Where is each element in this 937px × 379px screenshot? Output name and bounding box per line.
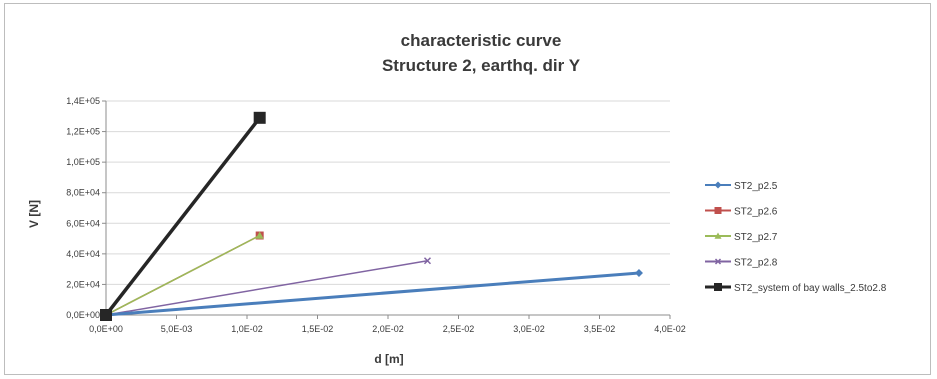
y-tick-label: 6,0E+04 xyxy=(66,218,100,228)
series-group xyxy=(100,111,643,321)
data-point xyxy=(714,181,722,189)
series-line xyxy=(105,271,640,317)
chart-title: characteristic curve xyxy=(401,31,562,50)
y-tick-label: 1,4E+05 xyxy=(66,96,100,106)
x-tick-label: 1,0E-02 xyxy=(231,324,263,334)
legend-label: ST2_p2.7 xyxy=(734,232,778,243)
series-ST2_p2.5 xyxy=(102,268,643,319)
data-point-stroke xyxy=(423,257,432,265)
data-point xyxy=(255,231,264,239)
x-axis-title: d [m] xyxy=(374,352,403,366)
data-point xyxy=(714,258,722,265)
x-tick-label: 5,0E-03 xyxy=(161,324,193,334)
x-tick-label: 4,0E-02 xyxy=(654,324,686,334)
chart-area: characteristic curve Structure 2, earthq… xyxy=(4,3,931,375)
legend-label: ST2_p2.5 xyxy=(734,181,778,192)
legend-item: ST2_p2.6 xyxy=(705,207,778,218)
x-tick-label: 3,5E-02 xyxy=(584,324,616,334)
legend: ST2_p2.5 ST2_p2.6 ST2_p2.7 ST2_p2.8 ST2_syst… xyxy=(705,181,887,294)
y-tick-label: 2,0E+04 xyxy=(66,279,100,289)
y-tick-labels: 0,0E+00 2,0E+04 4,0E+04 6,0E+04 8,0E+04 1,0E+… xyxy=(66,96,100,320)
legend-item: ST2_system of bay walls_2.5to2.8 xyxy=(705,283,887,294)
series-line xyxy=(104,116,262,317)
data-point xyxy=(423,257,432,265)
x-tick-label: 2,0E-02 xyxy=(372,324,404,334)
y-axis-title: V [N] xyxy=(27,200,41,228)
data-point xyxy=(714,283,722,291)
legend-item: ST2_p2.8 xyxy=(705,258,778,269)
data-point xyxy=(634,268,643,277)
x-tick-labels: 0,0E+00 5,0E-03 1,0E-02 1,5E-02 2,0E-02 2,5E-… xyxy=(89,324,686,334)
legend-item: ST2_p2.7 xyxy=(705,232,778,243)
x-tick-label: 2,5E-02 xyxy=(443,324,475,334)
legend-label: ST2_p2.8 xyxy=(734,258,778,269)
axes xyxy=(102,100,671,319)
series-ST2_p2.8 xyxy=(102,257,432,319)
data-point xyxy=(253,111,266,124)
y-tick-label: 8,0E+04 xyxy=(66,188,100,198)
series-line xyxy=(105,259,428,316)
data-point xyxy=(714,207,722,214)
data-point-stroke xyxy=(714,258,722,265)
legend-label: ST2_system of bay walls_2.5to2.8 xyxy=(734,283,887,294)
y-tick-label: 0,0E+00 xyxy=(66,310,100,320)
chart-subtitle: Structure 2, earthq. dir Y xyxy=(382,56,581,75)
y-tick-label: 1,0E+05 xyxy=(66,157,100,167)
y-tick-label: 1,2E+05 xyxy=(66,127,100,137)
legend-label: ST2_p2.6 xyxy=(734,207,778,218)
x-tick-label: 3,0E-02 xyxy=(513,324,545,334)
legend-item: ST2_p2.5 xyxy=(705,181,778,192)
chart-svg: characteristic curve Structure 2, earthq… xyxy=(27,31,887,366)
grid-lines xyxy=(106,100,670,285)
data-point xyxy=(714,232,722,239)
data-point xyxy=(100,309,112,321)
series-ST2_system of bay walls_2.5to2.8 xyxy=(100,111,266,321)
y-tick-label: 4,0E+04 xyxy=(66,249,100,259)
series-line xyxy=(105,234,261,316)
x-tick-label: 0,0E+00 xyxy=(89,324,123,334)
x-tick-label: 1,5E-02 xyxy=(302,324,334,334)
